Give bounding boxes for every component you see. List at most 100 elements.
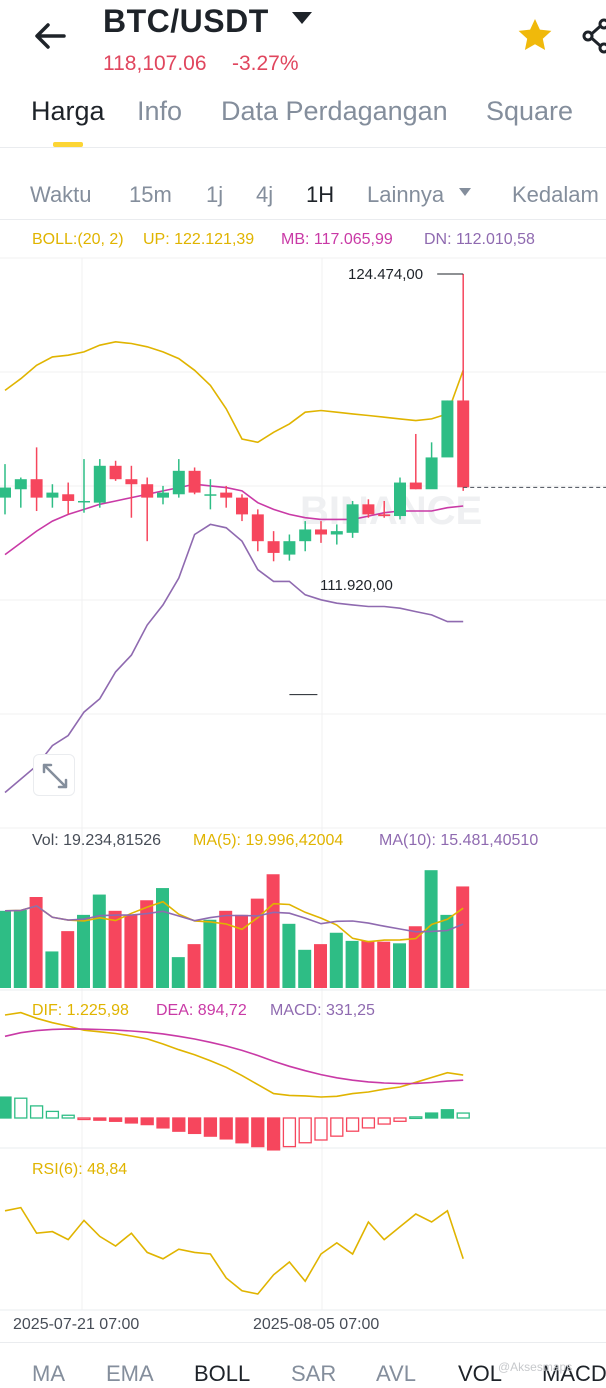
candle-body [409, 482, 422, 490]
candle-body [457, 400, 470, 488]
macd-hist-bar [172, 1117, 186, 1132]
expand-chart-button[interactable] [33, 754, 75, 796]
candle-body [362, 504, 375, 515]
macd-hist-bar [345, 1117, 360, 1132]
credit-watermark: @Aksesmaps [498, 1360, 573, 1374]
macd-hist-bar [219, 1117, 233, 1140]
tab-info[interactable]: Info [137, 96, 183, 126]
candlesticks [0, 274, 470, 562]
binance-watermark: BINANCE [300, 489, 482, 533]
volume-ma-lines [4, 900, 464, 943]
macd-hist-bar [45, 1110, 60, 1119]
macd-hist-bar [29, 1105, 44, 1119]
tab-square[interactable]: Square [486, 96, 574, 126]
candle-body [14, 479, 27, 490]
candle-body [30, 479, 43, 498]
boll-mb-value: MB: 117.065,99 [281, 231, 393, 248]
volume-bar [13, 910, 27, 988]
share-icon[interactable] [580, 16, 606, 56]
volume-bar [456, 886, 470, 988]
candle-body [204, 494, 217, 496]
indicator-ma[interactable]: MA [32, 1361, 65, 1386]
volume-bar [393, 943, 406, 988]
price-annotations [289, 273, 606, 696]
candle-body [93, 465, 106, 503]
volume-bar [156, 888, 169, 988]
macd-hist-bar [140, 1117, 154, 1126]
header: BTC/USDT 118,107.06 -3.27% [0, 0, 606, 90]
rsi-label: RSI(6): 48,84 [32, 1161, 128, 1178]
trading-pair-title[interactable]: BTC/USDT [103, 3, 269, 39]
candle-body [330, 531, 343, 535]
tab-data-perdagangan[interactable]: Data Perdagangan [221, 96, 448, 126]
tab-harga[interactable]: Harga [31, 96, 105, 126]
macd-hist-bar [409, 1116, 423, 1120]
boll-up-value: UP: 122.121,39 [143, 231, 255, 248]
macd-hist-bar [440, 1109, 455, 1119]
volume-ma5: MA(5): 19.996,42004 [193, 832, 344, 849]
volume-bar [345, 940, 359, 988]
candle-body [220, 492, 233, 498]
macd-hist-bar [93, 1117, 107, 1121]
high-price-label: 124.474,00 [348, 266, 424, 283]
indicator-avl[interactable]: AVL [376, 1361, 416, 1386]
macd-hist-bar [61, 1114, 75, 1119]
chevron-down-icon[interactable] [458, 187, 472, 197]
candle-body [267, 541, 280, 553]
timeframe-15m[interactable]: 15m [129, 182, 172, 207]
indicator-boll[interactable]: BOLL [194, 1361, 251, 1386]
candle-body [46, 492, 59, 498]
indicator-ema[interactable]: EMA [106, 1361, 154, 1386]
macd-hist-bar [314, 1117, 328, 1141]
timeframe-lainnya[interactable]: Lainnya [367, 182, 445, 207]
volume-bar [250, 898, 264, 988]
macd-hist-bar [108, 1117, 123, 1122]
volume-bar [314, 944, 327, 988]
back-arrow-icon[interactable] [28, 14, 72, 58]
macd-hist-bar [282, 1117, 297, 1148]
candle-body [315, 529, 327, 535]
macd-hist-bar [361, 1117, 376, 1129]
volume-bar [29, 897, 43, 988]
candle-body [251, 514, 264, 542]
timeframe-waktu[interactable]: Waktu [30, 182, 92, 207]
indicator-vol[interactable]: VOL [458, 1361, 503, 1386]
volume-bar [77, 914, 90, 988]
timeframe-1h[interactable]: 1H [306, 182, 335, 207]
low-price-label: 111.920,00 [320, 577, 393, 594]
macd-hist-bar [235, 1117, 249, 1144]
boll-middle-line [4, 483, 464, 556]
rsi-6-line [4, 1206, 464, 1295]
star-icon[interactable] [515, 16, 555, 56]
indicator-sar[interactable]: SAR [291, 1361, 337, 1386]
volume-bar [266, 874, 280, 988]
candle-body [346, 504, 359, 533]
timeframe-kedalaman[interactable]: Kedalam [512, 182, 599, 207]
volume-bar [108, 910, 122, 988]
macd-dif-line [4, 1011, 464, 1098]
macd-value: MACD: 331,25 [270, 1002, 375, 1019]
active-tab-indicator [53, 142, 83, 147]
volume-bars [0, 870, 470, 988]
candle-body [236, 497, 248, 515]
candle-body [109, 465, 122, 480]
candle-body [441, 400, 454, 458]
macd-hist-bar [456, 1112, 470, 1119]
candle-body [157, 492, 169, 498]
chart-grid [0, 257, 606, 1311]
date-label: 2025-07-21 07:00 [13, 1316, 140, 1333]
volume-ma10: MA(10): 15.481,40510 [379, 832, 539, 849]
timeframe-4j[interactable]: 4j [256, 182, 274, 207]
macd-hist-bar [187, 1117, 202, 1135]
volume-bar [329, 932, 343, 988]
candle-body [425, 457, 438, 490]
candle-body [78, 500, 90, 503]
chevron-down-icon[interactable] [290, 8, 314, 28]
indicator-macd[interactable]: MACD [542, 1361, 606, 1386]
volume-bar [187, 944, 201, 988]
bollinger-bands [4, 340, 464, 794]
last-price: 118,107.06 [103, 52, 207, 75]
timeframe-1j[interactable]: 1j [206, 182, 224, 207]
candle-body [394, 482, 406, 517]
